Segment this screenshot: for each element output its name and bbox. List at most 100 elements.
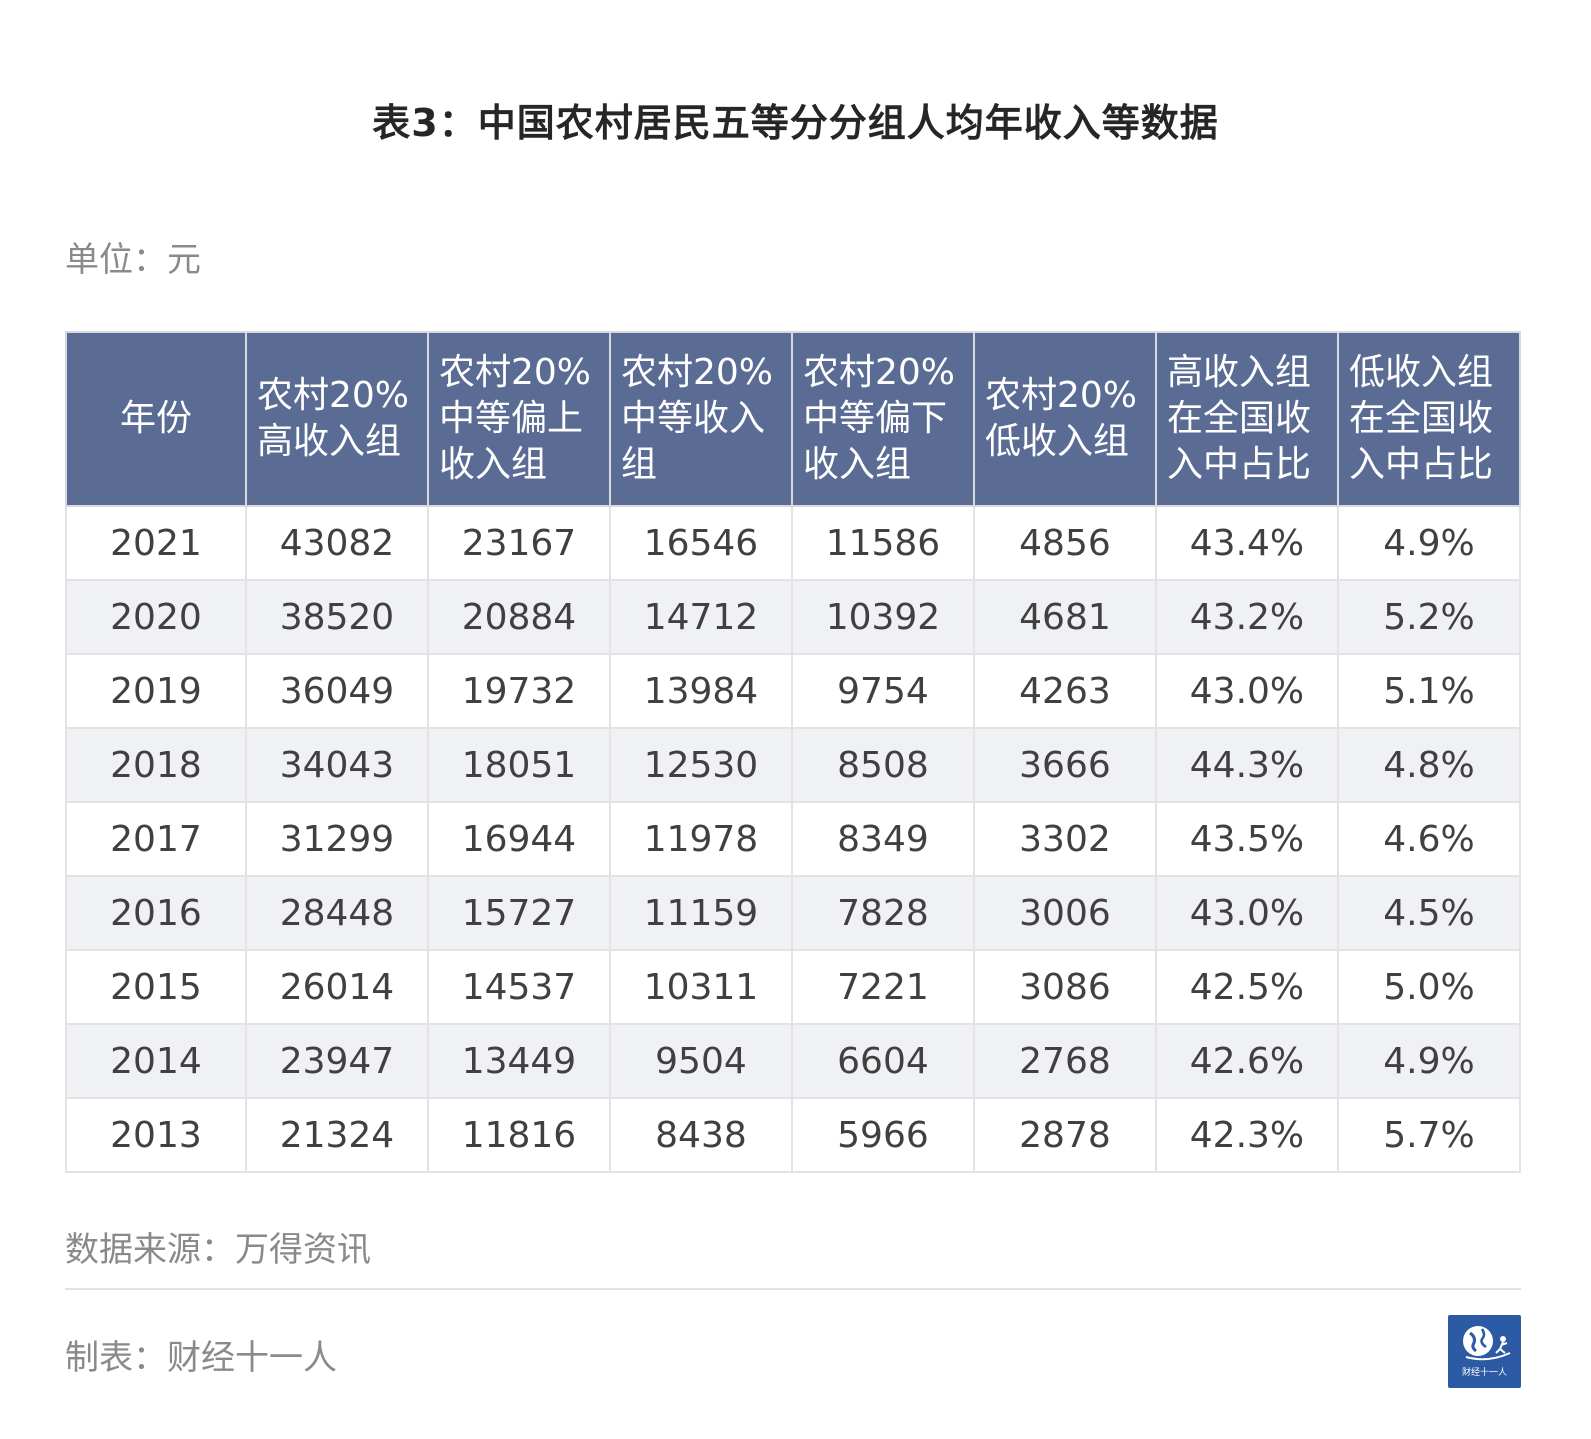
table-cell: 16546 — [608, 505, 793, 581]
year-cell: 2018 — [65, 727, 247, 803]
table-cell: 7828 — [790, 875, 975, 951]
table-cell: 43082 — [244, 505, 429, 581]
table-cell: 13449 — [426, 1023, 611, 1099]
table-body: 2021 43082 23167 16546 11586 4856 43.4% 4.9% 202… — [65, 505, 1522, 1173]
table-cell: 11816 — [426, 1097, 611, 1173]
table-cell: 43.0% — [1154, 653, 1339, 729]
source-note: 数据来源：万得资讯 — [65, 1230, 371, 1270]
table-cell: 26014 — [244, 949, 429, 1025]
table-cell: 15727 — [426, 875, 611, 951]
logo-graphic — [1463, 1326, 1511, 1361]
table-cell: 4263 — [972, 653, 1157, 729]
table-cell: 7221 — [790, 949, 975, 1025]
table-cell: 11159 — [608, 875, 793, 951]
column-header: 农村20%中等收入组 — [608, 331, 793, 507]
table-row: 2019 36049 19732 13984 9754 4263 43.0% 5.1% — [65, 653, 1522, 729]
year-cell: 2015 — [65, 949, 247, 1025]
table-row: 2018 34043 18051 12530 8508 3666 44.3% 4.8% — [65, 727, 1522, 803]
table-cell: 19732 — [426, 653, 611, 729]
table-cell: 2768 — [972, 1023, 1157, 1099]
table-cell: 2878 — [972, 1097, 1157, 1173]
table-cell: 14712 — [608, 579, 793, 655]
table-cell: 4.8% — [1336, 727, 1522, 803]
table-cell: 34043 — [244, 727, 429, 803]
table-cell: 20884 — [426, 579, 611, 655]
globe-runner-icon: 财经十一人 — [1448, 1315, 1521, 1388]
table-cell: 43.4% — [1154, 505, 1339, 581]
column-header: 农村20%中等偏上收入组 — [426, 331, 611, 507]
year-cell: 2017 — [65, 801, 247, 877]
year-cell: 2014 — [65, 1023, 247, 1099]
table-row: 2014 23947 13449 9504 6604 2768 42.6% 4.9% — [65, 1023, 1522, 1099]
table-cell: 43.0% — [1154, 875, 1339, 951]
table-cell: 5.2% — [1336, 579, 1522, 655]
table-cell: 10311 — [608, 949, 793, 1025]
table-cell: 28448 — [244, 875, 429, 951]
unit-label: 单位：元 — [65, 240, 201, 280]
table-cell: 3302 — [972, 801, 1157, 877]
table-cell: 4.6% — [1336, 801, 1522, 877]
table-cell: 9504 — [608, 1023, 793, 1099]
table-cell: 8438 — [608, 1097, 793, 1173]
table-cell: 5.0% — [1336, 949, 1522, 1025]
table-row: 2020 38520 20884 14712 10392 4681 43.2% 5.2% — [65, 579, 1522, 655]
year-cell: 2019 — [65, 653, 247, 729]
table-cell: 12530 — [608, 727, 793, 803]
table-title: 表3：中国农村居民五等分分组人均年收入等数据 — [372, 101, 1219, 145]
logo-text: 财经十一人 — [1461, 1368, 1507, 1378]
year-cell: 2021 — [65, 505, 247, 581]
table-cell: 38520 — [244, 579, 429, 655]
table-cell: 31299 — [244, 801, 429, 877]
table-cell: 3666 — [972, 727, 1157, 803]
table-cell: 23167 — [426, 505, 611, 581]
table-cell: 13984 — [608, 653, 793, 729]
column-header: 农村20%低收入组 — [972, 331, 1157, 507]
table-cell: 3006 — [972, 875, 1157, 951]
table-row: 2013 21324 11816 8438 5966 2878 42.3% 5.7% — [65, 1097, 1522, 1173]
table-cell: 5966 — [790, 1097, 975, 1173]
table-cell: 4856 — [972, 505, 1157, 581]
table-cell: 9754 — [790, 653, 975, 729]
table-cell: 11978 — [608, 801, 793, 877]
table-cell: 42.3% — [1154, 1097, 1339, 1173]
table-row: 2017 31299 16944 11978 8349 3302 43.5% 4.6% — [65, 801, 1522, 877]
column-header: 高收入组在全国收入中占比 — [1154, 331, 1339, 507]
table-cell: 4681 — [972, 579, 1157, 655]
year-cell: 2016 — [65, 875, 247, 951]
table-row: 2016 28448 15727 11159 7828 3006 43.0% 4.5% — [65, 875, 1522, 951]
table-cell: 43.2% — [1154, 579, 1339, 655]
table-cell: 6604 — [790, 1023, 975, 1099]
table-cell: 5.7% — [1336, 1097, 1522, 1173]
year-cell: 2020 — [65, 579, 247, 655]
table-cell: 43.5% — [1154, 801, 1339, 877]
table-cell: 4.5% — [1336, 875, 1522, 951]
table-row: 2021 43082 23167 16546 11586 4856 43.4% 4.9% — [65, 505, 1522, 581]
table-cell: 11586 — [790, 505, 975, 581]
table-cell: 16944 — [426, 801, 611, 877]
table-cell: 42.5% — [1154, 949, 1339, 1025]
table-cell: 10392 — [790, 579, 975, 655]
table-cell: 3086 — [972, 949, 1157, 1025]
table-cell: 14537 — [426, 949, 611, 1025]
table-cell: 4.9% — [1336, 505, 1522, 581]
income-table: 年份 农村20%高收入组 农村20%中等偏上收入组 农村20%中等收入组 农村20%中等… — [65, 331, 1522, 1173]
table-cell: 42.6% — [1154, 1023, 1339, 1099]
table-cell: 23947 — [244, 1023, 429, 1099]
table-cell: 44.3% — [1154, 727, 1339, 803]
table-row: 2015 26014 14537 10311 7221 3086 42.5% 5.0% — [65, 949, 1522, 1025]
column-header: 农村20%高收入组 — [244, 331, 429, 507]
column-header: 年份 — [65, 331, 247, 507]
year-cell: 2013 — [65, 1097, 247, 1173]
table-cell: 4.9% — [1336, 1023, 1522, 1099]
header-row: 年份 农村20%高收入组 农村20%中等偏上收入组 农村20%中等收入组 农村20%中等… — [65, 331, 1522, 507]
table-cell: 8508 — [790, 727, 975, 803]
credit-note: 制表：财经十一人 — [65, 1338, 337, 1378]
table-cell: 5.1% — [1336, 653, 1522, 729]
divider — [65, 1288, 1521, 1290]
table-cell: 8349 — [790, 801, 975, 877]
table-cell: 36049 — [244, 653, 429, 729]
table-cell: 18051 — [426, 727, 611, 803]
table-cell: 21324 — [244, 1097, 429, 1173]
column-header: 低收入组在全国收入中占比 — [1336, 331, 1522, 507]
column-header: 农村20%中等偏下收入组 — [790, 331, 975, 507]
